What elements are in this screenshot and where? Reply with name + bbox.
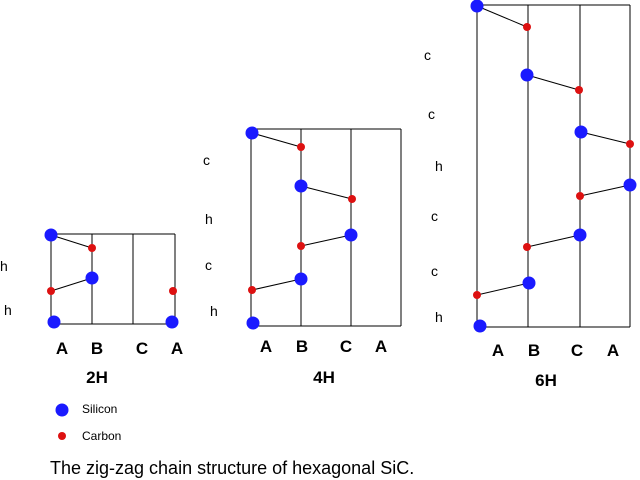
legend-carbon-label: Carbon	[82, 429, 121, 443]
stacking-label: h	[0, 258, 8, 274]
silicon-atom	[344, 228, 358, 242]
silicon-atom	[294, 272, 308, 286]
carbon-atom	[248, 286, 256, 294]
bonds-2h	[50, 234, 93, 292]
column-label: A	[260, 337, 272, 356]
atoms-2h	[44, 228, 179, 329]
stacking-label: h	[205, 211, 213, 227]
carbon-atom	[523, 243, 531, 251]
legend-silicon-label: Silicon	[82, 402, 117, 416]
column-label: B	[528, 341, 540, 360]
silicon-atom	[47, 315, 61, 329]
carbon-atom	[575, 86, 583, 94]
silicon-atom	[44, 228, 58, 242]
stacking-label: h	[4, 302, 12, 318]
column-label: A	[56, 339, 68, 358]
atoms-6h	[470, 0, 637, 333]
silicon-atom	[623, 178, 637, 192]
carbon-atom	[523, 23, 531, 31]
silicon-atom	[574, 125, 588, 139]
stacking-label: c	[424, 47, 431, 63]
frame-6h	[476, 4, 631, 328]
carbon-atom	[626, 140, 634, 148]
silicon-atom	[473, 319, 487, 333]
frame-2h	[50, 233, 176, 325]
silicon-atom	[522, 276, 536, 290]
silicon-atom	[165, 315, 179, 329]
column-label: A	[492, 341, 504, 360]
column-label: C	[571, 341, 583, 360]
legend: Silicon Carbon	[55, 402, 121, 443]
legend-carbon-swatch	[58, 432, 66, 440]
silicon-atom	[245, 126, 259, 140]
column-label: A	[375, 337, 387, 356]
carbon-atom	[169, 287, 177, 295]
stacking-label: c	[428, 106, 435, 122]
column-label: A	[607, 341, 619, 360]
bonds-6h	[476, 5, 631, 296]
silicon-atom	[520, 68, 534, 82]
carbon-atom	[47, 287, 55, 295]
silicon-atom	[85, 271, 99, 285]
column-label: A	[171, 339, 183, 358]
frame-4h	[250, 128, 402, 327]
stacking-label: h	[435, 309, 443, 325]
column-label: B	[91, 339, 103, 358]
carbon-atom	[297, 242, 305, 250]
carbon-atom	[348, 195, 356, 203]
polytype-title: 6H	[535, 371, 557, 390]
legend-silicon-swatch	[55, 403, 69, 417]
stacking-label: h	[435, 158, 443, 174]
polytype-title: 2H	[86, 368, 108, 387]
polytype-6h: c c h c c h A B C A 6H	[424, 0, 637, 390]
bonds-4h	[251, 132, 353, 291]
figure-caption: The zig-zag chain structure of hexagonal…	[50, 458, 414, 478]
silicon-atom	[246, 316, 260, 330]
silicon-atom	[573, 228, 587, 242]
silicon-atom	[470, 0, 484, 13]
polytype-2h: h h A B C A 2H	[0, 228, 183, 387]
column-label: C	[340, 337, 352, 356]
polytype-4h: c h c h A B C A 4H	[203, 126, 402, 387]
stacking-label: c	[431, 263, 438, 279]
carbon-atom	[297, 143, 305, 151]
polytype-title: 4H	[313, 368, 335, 387]
stacking-label: c	[431, 208, 438, 224]
stacking-label: h	[210, 303, 218, 319]
stacking-label: c	[205, 257, 212, 273]
carbon-atom	[473, 291, 481, 299]
carbon-atom	[576, 192, 584, 200]
silicon-atom	[294, 179, 308, 193]
column-label: C	[136, 339, 148, 358]
stacking-label: c	[203, 152, 210, 168]
atoms-4h	[245, 126, 358, 330]
carbon-atom	[88, 244, 96, 252]
column-label: B	[296, 337, 308, 356]
